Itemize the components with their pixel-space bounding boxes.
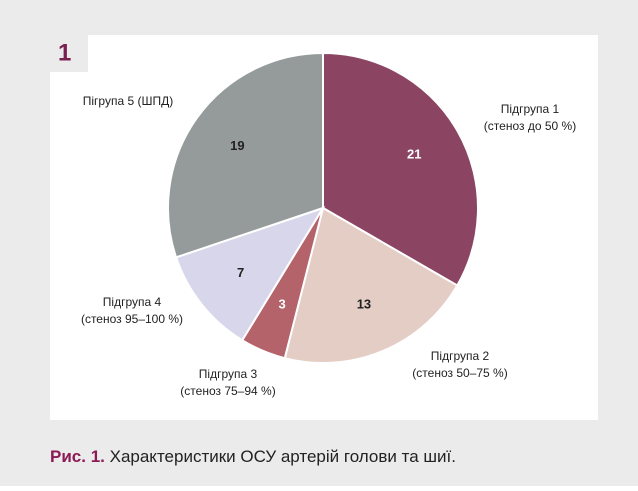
pie-slice [174, 206, 326, 342]
category-label-line: Підгрупа 3 [199, 367, 258, 381]
caption-label: Рис. 1. [50, 447, 105, 466]
panel-label: 1 [58, 39, 71, 66]
caption-text: Характеристики ОСУ артерій голови та шиї… [110, 447, 456, 466]
pie-slice [322, 51, 479, 287]
category-label-line: (стеноз 75–94 %) [180, 384, 275, 398]
category-label: Підгрупа 4 (стеноз 95–100 %) [81, 295, 183, 326]
value-label: 13 [357, 297, 371, 312]
value-label: 19 [230, 138, 244, 153]
category-label-line: (стеноз до 50 %) [484, 119, 576, 133]
category-label: Підгрупа 2 (стеноз 50–75 %) [412, 349, 507, 380]
category-label-line: Пігрупа 5 (ШПД) [83, 94, 173, 108]
pie-slice [283, 206, 459, 364]
category-label-line: (стеноз 95–100 %) [81, 312, 183, 326]
caption: Рис. 1. Характеристики ОСУ артерій голов… [50, 447, 456, 466]
category-label: Пігрупа 5 (ШПД) [83, 94, 173, 108]
value-label: 21 [407, 147, 421, 162]
value-label: 7 [237, 265, 244, 280]
category-label-line: Підгрупа 4 [103, 295, 162, 309]
category-label: Підгрупа 3 (стеноз 75–94 %) [180, 367, 275, 398]
category-label: Підгрупа 1 (стеноз до 50 %) [484, 102, 576, 133]
category-label-line: Підгрупа 2 [431, 349, 490, 363]
value-label: 3 [278, 297, 285, 312]
category-label-line: (стеноз 50–75 %) [412, 366, 507, 380]
category-label-line: Підгрупа 1 [501, 102, 560, 116]
panel-label-box [50, 35, 88, 72]
pie-slice [167, 51, 324, 259]
